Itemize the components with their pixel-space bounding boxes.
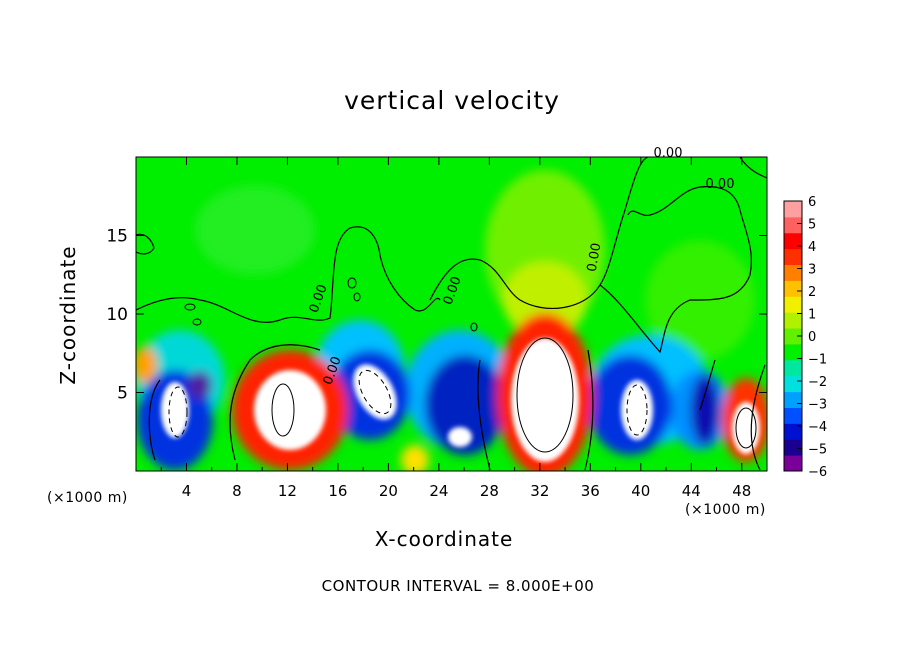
colorbar-swatch — [784, 391, 802, 408]
colorbar-swatch — [784, 312, 802, 329]
x-axis-label: X-coordinate — [374, 527, 514, 551]
colorbar-label: −1 — [808, 353, 827, 368]
colorbar-swatch — [784, 359, 802, 377]
colorbar-label: 6 — [808, 195, 816, 210]
colorbar-label: 5 — [808, 218, 816, 233]
x-tick-label: 44 — [682, 482, 701, 500]
colorbar-label: 1 — [808, 308, 816, 323]
colorbar-swatch — [784, 328, 802, 345]
x-tick-label: 40 — [631, 482, 650, 500]
colorbar-label: −4 — [808, 420, 827, 435]
colorbar-swatch — [784, 201, 802, 218]
x-unit-label-right: (×1000 m) — [685, 502, 766, 518]
colorbar-label: −5 — [808, 443, 827, 458]
colorbar-swatch — [784, 248, 802, 266]
contour-label: 0.00 — [585, 242, 605, 273]
y-tick-label: 10 — [106, 305, 128, 325]
colorbar-swatch — [784, 375, 802, 393]
colorbar-label: −3 — [808, 398, 827, 413]
colorbar-swatch — [784, 439, 802, 456]
colorbar-swatch — [784, 216, 802, 234]
y-tick-label: 5 — [117, 384, 128, 404]
colorbar-label: 4 — [808, 240, 816, 255]
colorbar-swatch — [784, 455, 802, 472]
colorbar: 6 5 4 3 2 1 0 −1 −2 −3 −4 −5 −6 — [783, 195, 827, 480]
x-tick-label: 4 — [182, 482, 192, 500]
colorbar-swatch — [784, 407, 802, 424]
contour-interval-note: CONTOUR INTERVAL = 8.000E+00 — [321, 577, 595, 595]
contour-label: 0.00 — [706, 177, 735, 192]
x-tick-label: 24 — [429, 482, 448, 500]
contour-label: 0.00 — [654, 146, 683, 161]
x-tick-label: 8 — [232, 482, 242, 500]
x-tick-label: 12 — [278, 482, 297, 500]
x-tick-label: 48 — [732, 482, 751, 500]
x-tick-label: 28 — [480, 482, 499, 500]
chart-title: vertical velocity — [344, 86, 560, 115]
colorbar-label: 3 — [808, 263, 816, 278]
colorbar-label: 0 — [808, 330, 816, 345]
heatmap-field — [136, 157, 767, 471]
zero-contours — [136, 157, 767, 471]
colorbar-label: 2 — [808, 285, 816, 300]
x-tick-label: 20 — [379, 482, 398, 500]
x-tick-label: 36 — [581, 482, 600, 500]
y-tick-label: 15 — [106, 227, 128, 247]
negative-contours — [168, 369, 648, 438]
x-unit-label-left: (×1000 m) — [47, 490, 128, 506]
x-tick-label: 32 — [530, 482, 549, 500]
colorbar-swatch — [784, 264, 802, 281]
colorbar-swatch — [784, 296, 802, 313]
colorbar-swatch — [784, 423, 802, 440]
colorbar-label: −6 — [808, 465, 827, 480]
x-tick-label: 16 — [328, 482, 347, 500]
colorbar-label: −2 — [808, 375, 827, 390]
colorbar-swatch — [784, 280, 802, 297]
colorbar-swatch — [784, 343, 802, 361]
closed-contours — [184, 277, 757, 453]
colorbar-swatch — [784, 232, 802, 250]
